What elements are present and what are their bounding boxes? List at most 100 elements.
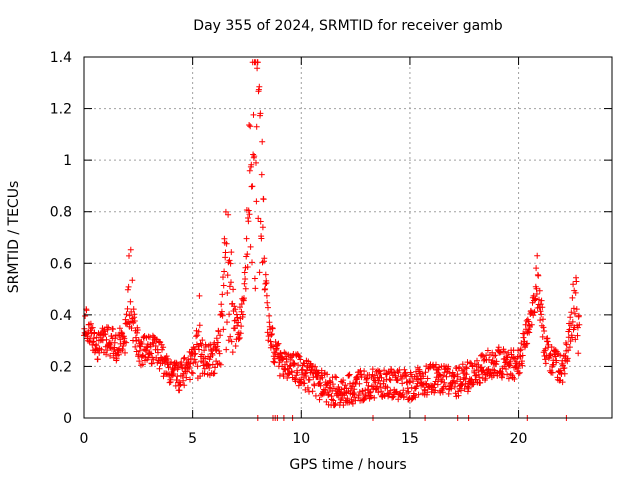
data-point — [235, 336, 242, 343]
y-axis-label: SRMTID / TECUs — [6, 180, 22, 294]
data-point — [575, 350, 582, 357]
data-point — [194, 332, 201, 339]
data-point — [378, 388, 385, 395]
data-point — [484, 347, 491, 354]
data-point — [213, 358, 220, 365]
y-tick-label: 1 — [63, 153, 72, 169]
data-point — [570, 305, 577, 312]
data-point — [180, 377, 187, 384]
data-point — [559, 379, 566, 386]
data-point — [214, 339, 221, 346]
data-point — [188, 369, 195, 376]
data-point — [533, 265, 540, 272]
data-point — [482, 375, 489, 382]
data-point — [244, 251, 251, 258]
data-point — [143, 347, 149, 354]
data-point — [283, 358, 290, 365]
data-point — [190, 360, 197, 367]
data-point — [89, 341, 96, 348]
y-tick-label: 0 — [63, 411, 72, 427]
data-point — [251, 275, 258, 282]
data-point — [227, 260, 234, 267]
x-tick-label: 0 — [80, 431, 89, 447]
data-point — [375, 389, 382, 396]
data-point — [523, 341, 530, 347]
data-point — [229, 349, 236, 356]
data-point — [442, 383, 449, 390]
data-point — [219, 312, 226, 319]
data-point — [277, 350, 284, 356]
data-point — [195, 328, 202, 335]
data-point — [269, 325, 276, 332]
data-point — [368, 394, 374, 400]
data-point — [361, 368, 368, 375]
data-point — [521, 330, 528, 337]
data-point — [230, 286, 237, 293]
data-point — [228, 279, 234, 286]
data-point — [123, 311, 130, 318]
data-point — [82, 313, 89, 319]
data-point — [202, 343, 209, 350]
data-point — [124, 286, 131, 293]
data-point — [224, 319, 230, 326]
data-point — [539, 333, 546, 340]
y-tick-label: 0.4 — [50, 308, 72, 324]
data-point — [565, 347, 572, 354]
data-point — [422, 380, 429, 387]
data-point — [362, 387, 369, 394]
data-point — [549, 369, 556, 376]
data-point — [139, 361, 146, 368]
data-point — [395, 396, 402, 403]
data-point — [128, 325, 135, 332]
data-point — [264, 299, 271, 306]
data-point — [183, 374, 190, 381]
data-point — [517, 346, 524, 353]
data-point — [187, 360, 194, 367]
data-point — [127, 246, 134, 253]
data-point — [238, 323, 245, 330]
data-point — [192, 350, 199, 357]
data-point — [463, 371, 470, 378]
data-point — [432, 387, 439, 394]
data-point — [245, 207, 252, 214]
data-point — [241, 269, 248, 276]
data-point — [196, 292, 203, 299]
axis-ticks: 0 0.2 0.4 0.6 0.8 1 1.2 1.4 0 5 10 15 20 — [50, 50, 612, 447]
data-point — [574, 324, 581, 331]
data-point — [500, 346, 507, 353]
data-point — [196, 322, 203, 329]
data-point — [499, 374, 505, 381]
data-point — [507, 358, 514, 365]
data-point — [134, 329, 140, 336]
data-point — [226, 257, 233, 264]
data-point — [218, 308, 225, 315]
data-point — [225, 337, 232, 344]
data-point — [148, 360, 155, 367]
data-point — [394, 377, 401, 384]
data-point — [537, 317, 544, 324]
data-point — [575, 312, 582, 319]
data-point — [505, 349, 512, 356]
data-point — [547, 350, 554, 357]
data-point — [259, 224, 266, 231]
data-point — [301, 380, 308, 387]
data-point — [257, 110, 264, 117]
data-point — [181, 354, 188, 361]
data-point — [231, 303, 238, 310]
data-points — [81, 59, 583, 421]
data-point — [192, 359, 199, 366]
data-point — [345, 372, 352, 379]
data-point — [440, 372, 447, 379]
data-point — [295, 382, 302, 389]
data-point — [478, 364, 485, 371]
data-point — [292, 378, 299, 385]
data-point — [242, 276, 249, 282]
data-point — [187, 376, 193, 383]
data-point — [340, 377, 347, 384]
data-point — [329, 381, 336, 388]
data-point — [252, 285, 259, 292]
data-point — [311, 382, 318, 389]
data-point — [485, 366, 492, 373]
data-point — [127, 298, 134, 305]
